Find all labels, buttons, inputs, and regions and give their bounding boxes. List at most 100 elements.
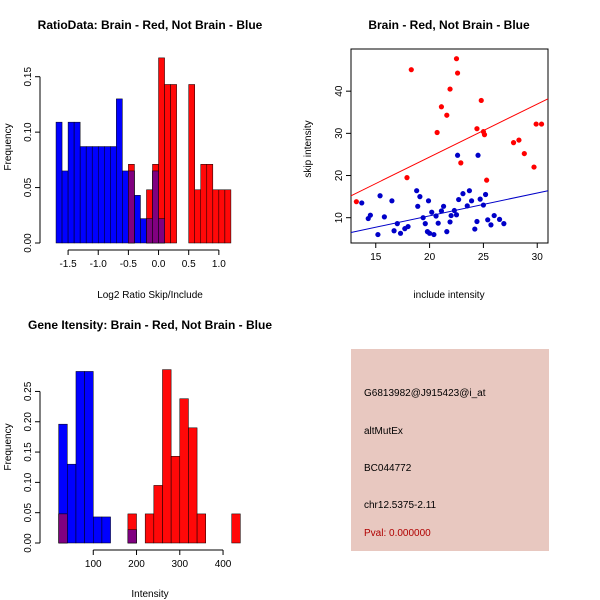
info-panel-background (351, 349, 549, 551)
ratio-plot-y-tick-label-3: 0.15 (23, 67, 34, 87)
ratio-plot-y-tick-label-0: 0.00 (23, 233, 34, 253)
scatter-plot-notbrain-fit-line (350, 190, 549, 233)
scatter-plot-notbrain-point-2 (367, 212, 373, 218)
scatter-plot-notbrain-point-31 (456, 196, 462, 203)
ratio-plot-notbrain-bar-1 (61, 170, 69, 244)
gene-plot-brain-bar-3 (153, 485, 163, 544)
gene-plot-brain-bar-5 (170, 456, 181, 544)
ratio-plot-notbrain-bar-7 (97, 146, 105, 244)
scatter-ylabel: skip intensity (303, 120, 314, 177)
ratio-histogram-xlabel: Log2 Ratio Skip/Include (97, 290, 203, 301)
scatter-panel: Brain - Red, Not Brain - Blue 15 20 25 30 10… (303, 18, 549, 301)
gene-plot-notbrain-bar-1 (67, 463, 77, 544)
ratio-plot-notbrain-bar-2 (67, 121, 75, 244)
gene-histogram-title: Gene Itensity: Brain - Red, Not Brain - … (28, 318, 272, 332)
ratio-histogram-panel: RatioData: Brain - Red, Not Brain - Blue… (3, 18, 263, 301)
gene-plot-y-tick-label-0: 0.00 (23, 533, 34, 553)
scatter-plot-notbrain-point-27 (447, 219, 453, 225)
ratio-plot-overlap-bar-2 (152, 170, 159, 244)
scatter-plot-notbrain-point-13 (415, 203, 421, 209)
ratio-plot-brain-bar-10 (212, 189, 220, 244)
scatter-plot-notbrain-point-33 (460, 191, 466, 197)
info-panel: G6813982@J915423@i_at altMutEx BC044772 … (351, 349, 549, 551)
scatter-plot-y-tick-label-1: 20 (334, 170, 345, 182)
scatter-plot-x-tick-label-2: 25 (478, 252, 490, 263)
ratio-plot-brain-bar-8 (200, 164, 208, 244)
scatter-plot-notbrain-point-19 (426, 230, 433, 236)
gene-plot-notbrain-bar-5 (101, 516, 111, 544)
ratio-plot-brain-bar-4 (164, 84, 171, 244)
ratio-plot-notbrain-bar-11 (122, 170, 129, 244)
scatter-plot-y-tick-label-3: 40 (334, 85, 345, 97)
scatter-plot-notbrain-point-32 (454, 152, 461, 158)
scatter-plot-brain-fit-line (350, 98, 549, 197)
scatter-plot-notbrain-point-14 (417, 194, 423, 200)
location-text: chr12.5375-2.11 (364, 500, 437, 511)
scatter-plot-y-tick-label-0: 10 (334, 212, 345, 224)
ratio-plot-brain-bar-3 (158, 57, 165, 244)
scatter-plot-notbrain-point-26 (444, 229, 450, 235)
scatter-plot-notbrain-point-46 (496, 216, 503, 222)
scatter-plot-brain-point-7 (453, 56, 460, 62)
accession-text: BC044772 (364, 463, 412, 474)
scatter-plot-notbrain-point-7 (391, 228, 397, 234)
scatter-plot-brain-point-6 (447, 86, 453, 92)
event-type-text: altMutEx (364, 426, 403, 437)
scatter-plot-notbrain-point-6 (389, 198, 395, 204)
ratio-plot-overlap-bar-0 (128, 170, 135, 244)
scatter-plot-brain-point-19 (533, 121, 539, 127)
ratio-plot-notbrain-bar-10 (116, 98, 123, 244)
scatter-plot-x-tick-label-1: 20 (424, 252, 436, 263)
scatter-plot-brain-point-11 (478, 97, 484, 104)
ratio-plot-x-tick-label-0: -1.5 (59, 259, 77, 270)
scatter-plot-x-tick-label-0: 15 (370, 252, 382, 263)
gene-plot-x-tick-label-3: 400 (215, 559, 232, 570)
gene-plot-y-tick-label-4: 0.20 (23, 412, 34, 432)
gene-plot-y-tick-label-5: 0.25 (23, 381, 34, 401)
gene-plot-notbrain-bar-3 (84, 371, 94, 544)
scatter-plot-notbrain-point-36 (468, 198, 475, 204)
scatter-plot-brain-point-14 (484, 177, 490, 183)
scatter-plot-notbrain-point-42 (482, 191, 489, 198)
ratio-plot-overlap-bar-3 (158, 218, 165, 244)
ratio-plot-x-tick-label-3: 0.0 (152, 259, 166, 270)
scatter-plot-notbrain-point-43 (485, 217, 491, 223)
scatter-plot-notbrain-point-11 (405, 223, 411, 230)
scatter-plot-brain-point-16 (516, 137, 522, 143)
scatter-plot-notbrain-point-28 (448, 212, 454, 219)
scatter-plot-brain-point-17 (521, 150, 527, 157)
scatter-plot-notbrain-point-30 (453, 212, 460, 218)
scatter-plot-notbrain-point-20 (429, 209, 435, 215)
gene-plot-brain-bar-7 (188, 427, 198, 544)
scatter-title: Brain - Red, Not Brain - Blue (368, 18, 530, 32)
scatter-plot-brain-point-9 (458, 160, 464, 166)
scatter-plot-brain-point-4 (438, 104, 445, 110)
scatter-plot-notbrain-point-41 (480, 202, 487, 208)
scatter-plot-notbrain-point-12 (414, 188, 420, 194)
ratio-plot-notbrain-bar-3 (73, 121, 81, 244)
gene-plot-y-tick-label-2: 0.10 (23, 472, 34, 492)
scatter-plot-brain-point-20 (538, 121, 545, 127)
scatter-plot-brain-point-8 (454, 70, 461, 76)
scatter-plot-notbrain-point-8 (394, 221, 400, 227)
scatter-plot-notbrain-point-3 (375, 231, 381, 238)
scatter-plot-notbrain-point-24 (438, 208, 445, 214)
gene-plot-overlap-bar-0 (58, 513, 68, 544)
ratio-plot-y-tick-label-2: 0.10 (23, 122, 34, 142)
pval-text: Pval: 0.000000 (364, 528, 431, 539)
scatter-plot-notbrain-point-39 (475, 152, 481, 158)
gene-plot-y-tick-label-3: 0.15 (23, 442, 34, 462)
ratio-plot-brain-bar-6 (188, 84, 195, 244)
scatter-plot-notbrain-point-16 (422, 221, 428, 227)
gene-plot-x-tick-label-2: 300 (171, 559, 188, 570)
scatter-plot-brain-point-0 (353, 199, 359, 205)
gene-histogram-ylabel: Frequency (3, 423, 14, 470)
ratio-plot-x-tick-label-4: 0.5 (182, 259, 196, 270)
ratio-plot-brain-bar-12 (224, 189, 232, 244)
ratio-plot-brain-bar-9 (206, 164, 214, 244)
ratio-plot-notbrain-bar-4 (79, 146, 87, 244)
scatter-plot-notbrain-point-45 (491, 212, 497, 219)
scatter-plot-y-tick-label-2: 30 (334, 127, 345, 139)
ratio-plot-y-tick-label-1: 0.05 (23, 177, 34, 197)
ratio-plot-notbrain-bar-6 (91, 146, 99, 244)
